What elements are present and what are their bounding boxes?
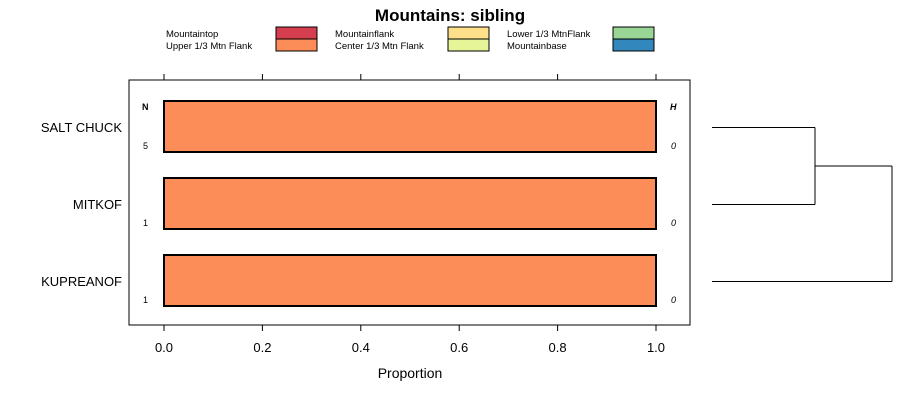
legend-label-4: Lower 1/3 MtnFlank <box>507 29 591 40</box>
n-value-1: 1 <box>143 218 148 228</box>
bars <box>163 100 657 307</box>
plot-frame <box>128 79 691 326</box>
h-header: H <box>670 102 677 112</box>
x-axis-title: Proportion <box>378 365 443 381</box>
x-tick-label-2: 0.4 <box>352 340 370 355</box>
h-value-0: 0 <box>671 141 676 151</box>
legend-label-0: Mountaintop <box>166 29 218 40</box>
x-tick-label-1: 0.2 <box>253 340 271 355</box>
legend-swatch-3 <box>447 38 490 52</box>
bar-1-1 <box>163 177 657 230</box>
x-tick-label-3: 0.6 <box>450 340 468 355</box>
bar-2-1 <box>163 254 657 307</box>
category-label-0: SALT CHUCK <box>41 120 122 135</box>
legend-swatch-5 <box>612 38 655 52</box>
legend-label-2: Mountainflank <box>335 29 394 40</box>
n-value-2: 1 <box>143 295 148 305</box>
legend-swatch-4 <box>612 26 655 40</box>
legend-swatch-2 <box>447 26 490 40</box>
category-label-2: KUPREANOF <box>41 274 122 289</box>
legend-swatch-1 <box>275 38 318 52</box>
legend-swatch-0 <box>275 26 318 40</box>
dendrogram <box>712 127 893 282</box>
x-tick-label-0: 0.0 <box>155 340 173 355</box>
n-header: N <box>142 102 149 112</box>
n-value-0: 5 <box>143 141 148 151</box>
x-tick-label-5: 1.0 <box>647 340 665 355</box>
bar-0-1 <box>163 100 657 153</box>
category-labels: SALT CHUCK MITKOF KUPREANOF <box>41 120 122 289</box>
h-value-2: 0 <box>671 295 676 305</box>
chart-title: Mountains: sibling <box>375 6 525 25</box>
legend-label-3: Center 1/3 Mtn Flank <box>335 41 424 52</box>
n-h-annotations: N H 5 1 1 0 0 0 <box>142 102 677 305</box>
h-value-1: 0 <box>671 218 676 228</box>
x-axis: 0.0 0.2 0.4 0.6 0.8 1.0 <box>155 74 665 355</box>
category-label-1: MITKOF <box>73 197 122 212</box>
legend-label-5: Mountainbase <box>507 41 567 52</box>
x-tick-label-4: 0.8 <box>549 340 567 355</box>
legend-label-1: Upper 1/3 Mtn Flank <box>166 41 252 52</box>
